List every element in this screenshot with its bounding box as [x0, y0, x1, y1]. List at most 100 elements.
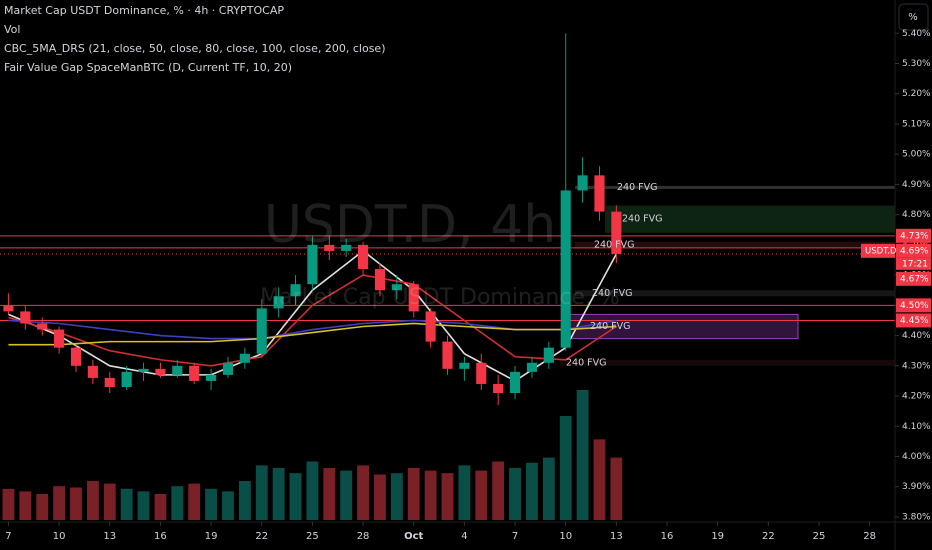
- fvg-zone: [575, 290, 895, 297]
- y-tick-label: 4.20%: [902, 392, 931, 402]
- candle-body: [560, 190, 571, 348]
- volume-bar: [576, 390, 589, 520]
- price-label: 4.67%: [900, 274, 929, 284]
- x-tick-label: 16: [661, 531, 674, 542]
- x-tick-label: 13: [103, 531, 116, 542]
- candle-body: [54, 329, 65, 348]
- x-tick-label: 22: [762, 531, 775, 542]
- fvg-zone: [575, 185, 895, 189]
- candle-body: [273, 296, 284, 309]
- volume-bar: [137, 491, 150, 520]
- candle-body: [239, 353, 250, 363]
- fvg-label: 240 FVG: [566, 357, 606, 368]
- x-tick-label: 10: [53, 531, 66, 542]
- candle-body: [324, 244, 335, 251]
- price-label-box: [896, 271, 931, 286]
- fvg-label: 240 FVG: [617, 182, 657, 193]
- countdown: 17:21: [902, 259, 928, 269]
- candle-body: [611, 211, 622, 254]
- volume-bar: [340, 470, 353, 520]
- price-label-box: [896, 228, 931, 243]
- volume-bar: [188, 483, 201, 520]
- scale-button[interactable]: [898, 3, 929, 31]
- fvg-zone: [575, 241, 895, 248]
- chart-title: Market Cap USDT Dominance, % · 4h · CRYP…: [4, 4, 284, 17]
- volume-bar: [526, 462, 538, 520]
- x-tick-label: Oct: [404, 531, 423, 542]
- x-tick-label: 28: [357, 531, 370, 542]
- candle-body: [526, 362, 537, 372]
- volume-bar: [441, 473, 454, 520]
- candle-body: [3, 305, 14, 312]
- x-tick-label: 25: [306, 531, 319, 542]
- candle-body: [493, 383, 504, 394]
- y-tick-label: 4.30%: [902, 361, 931, 371]
- candle-body: [307, 244, 318, 285]
- price-label: 4.50%: [900, 301, 929, 311]
- x-tick-label: 10: [559, 531, 572, 542]
- candle-body: [189, 365, 200, 381]
- scale-button-label[interactable]: %: [908, 12, 918, 23]
- candle-body: [290, 284, 301, 297]
- countdown-box: [896, 257, 931, 270]
- price-label-box: [896, 243, 931, 258]
- volume-bar: [492, 461, 505, 520]
- y-tick-label: 4.00%: [902, 452, 931, 462]
- candle-body: [594, 175, 605, 212]
- x-tick-label: 25: [813, 531, 826, 542]
- x-tick-label: 4: [461, 531, 467, 542]
- candle-body: [206, 374, 217, 381]
- y-tick-label: 5.20%: [902, 89, 931, 99]
- indicator-label: Fair Value Gap SpaceManBTC (D, Current T…: [4, 61, 292, 74]
- y-tick-label: 3.80%: [902, 512, 931, 522]
- fvg-zone: [560, 359, 895, 366]
- volume-bar: [475, 470, 488, 520]
- y-tick-label: 5.00%: [902, 150, 931, 160]
- candle-body: [256, 308, 267, 354]
- volume-bar: [424, 470, 437, 520]
- price-label-box: [896, 313, 931, 328]
- indicator-label: CBC_5MA_DRS (21, close, 50, close, 80, c…: [4, 42, 386, 55]
- x-tick-label: 16: [154, 531, 167, 542]
- x-tick-label: 28: [863, 531, 876, 542]
- volume-bar: [272, 468, 285, 520]
- watermark: USDT.D, 4h: [264, 195, 556, 255]
- volume-bar: [154, 494, 167, 520]
- candle-body: [459, 362, 470, 369]
- volume-bar: [323, 468, 336, 520]
- candle-body: [20, 311, 31, 324]
- symbol-tag-box: [861, 243, 895, 258]
- volume-bar: [70, 487, 82, 520]
- y-tick-label: 3.90%: [902, 482, 931, 492]
- volume-bar: [205, 488, 217, 520]
- volume-bar: [19, 491, 32, 520]
- watermark-subtitle: Market Cap USDT Dominance, %: [260, 285, 620, 310]
- volume-bar: [374, 474, 386, 520]
- candle-body: [543, 347, 554, 363]
- x-tick-label: 13: [610, 531, 623, 542]
- volume-bar: [559, 416, 572, 520]
- volume-bar: [593, 439, 606, 520]
- volume-bar: [306, 461, 319, 520]
- candle-body: [442, 341, 453, 369]
- price-label: 4.73%: [900, 231, 929, 241]
- fvg-zone: [605, 205, 895, 233]
- volume-bar: [610, 457, 623, 520]
- symbol-tag: USDT.D: [865, 246, 897, 256]
- price-label: 4.69%: [900, 246, 929, 256]
- y-tick-label: 5.10%: [902, 119, 931, 129]
- volume-bar: [289, 473, 302, 520]
- candle-body: [341, 244, 352, 251]
- candle-body: [509, 371, 521, 394]
- indicator-label: Vol: [4, 23, 20, 36]
- volume-bar: [542, 457, 555, 520]
- fvg-label: 240 FVG: [590, 321, 630, 332]
- fvg-label: 240 FVG: [594, 239, 634, 250]
- x-tick-label: 7: [512, 531, 518, 542]
- fvg-label: 240 FVG: [592, 288, 632, 299]
- moving-average: [8, 322, 617, 346]
- volume-bar: [222, 491, 234, 520]
- candle-body: [155, 368, 166, 375]
